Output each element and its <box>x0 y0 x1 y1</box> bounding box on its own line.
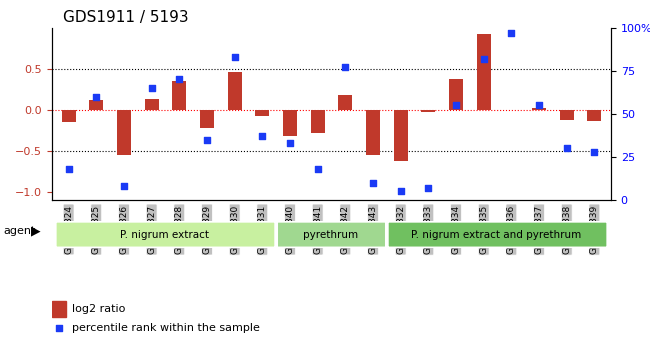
Point <box>229 54 240 60</box>
Point <box>202 137 212 142</box>
Text: P. nigrum extract: P. nigrum extract <box>120 230 209 239</box>
Bar <box>62 110 75 122</box>
Bar <box>366 110 380 155</box>
Bar <box>227 72 242 110</box>
Point <box>534 102 544 108</box>
Point <box>119 184 129 189</box>
Point <box>506 30 517 36</box>
Bar <box>255 110 269 116</box>
FancyBboxPatch shape <box>56 221 276 248</box>
Point <box>562 146 572 151</box>
Bar <box>532 108 546 110</box>
Text: pyrethrum: pyrethrum <box>302 230 358 239</box>
Point <box>146 85 157 91</box>
Point <box>387 220 398 226</box>
Point <box>313 166 323 172</box>
Point <box>64 166 74 172</box>
Point <box>257 134 268 139</box>
Bar <box>172 81 186 110</box>
Point <box>368 180 378 186</box>
Bar <box>588 110 601 121</box>
Point <box>423 185 434 191</box>
Point <box>91 94 101 99</box>
Bar <box>117 110 131 155</box>
Bar <box>394 110 408 161</box>
Point <box>285 140 295 146</box>
Text: percentile rank within the sample: percentile rank within the sample <box>72 323 259 333</box>
Point <box>589 149 599 155</box>
Bar <box>283 110 297 136</box>
Bar <box>449 79 463 110</box>
Point <box>340 65 350 70</box>
Bar <box>200 110 214 128</box>
Bar <box>560 110 574 120</box>
Point <box>174 77 185 82</box>
Text: GDS1911 / 5193: GDS1911 / 5193 <box>63 10 188 25</box>
Text: log2 ratio: log2 ratio <box>72 304 125 314</box>
Bar <box>311 110 324 133</box>
Point <box>395 189 406 194</box>
Bar <box>477 34 491 110</box>
Point <box>478 56 489 61</box>
Point <box>451 102 462 108</box>
FancyBboxPatch shape <box>387 221 607 248</box>
Bar <box>421 110 436 112</box>
Bar <box>52 301 66 317</box>
FancyBboxPatch shape <box>277 221 386 248</box>
Text: ▶: ▶ <box>31 225 41 238</box>
Text: P. nigrum extract and pyrethrum: P. nigrum extract and pyrethrum <box>411 230 581 239</box>
Bar <box>89 100 103 110</box>
Bar <box>339 95 352 110</box>
Text: agent: agent <box>3 226 36 236</box>
Bar <box>145 99 159 110</box>
